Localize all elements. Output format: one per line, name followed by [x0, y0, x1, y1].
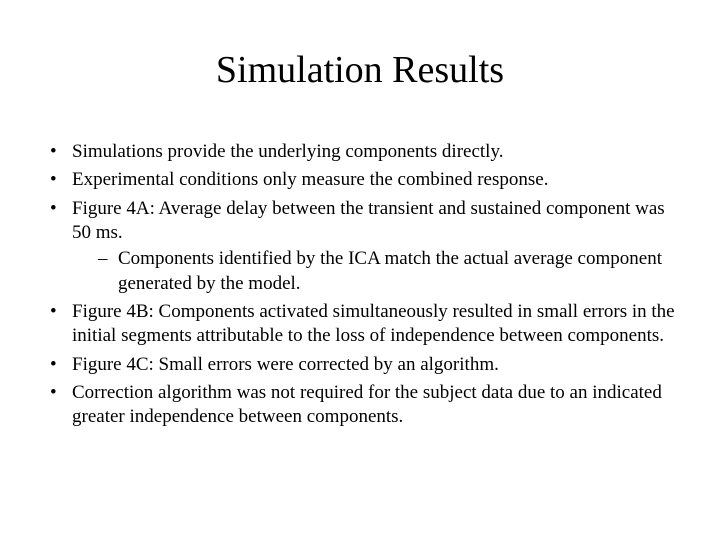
bullet-text: Experimental conditions only measure the…	[72, 169, 548, 190]
list-item: Figure 4B: Components activated simultan…	[48, 300, 680, 349]
bullet-text: Correction algorithm was not required fo…	[72, 382, 662, 427]
bullet-text: Simulations provide the underlying compo…	[72, 141, 503, 162]
bullet-text: Components identified by the ICA match t…	[118, 248, 662, 293]
list-item: Correction algorithm was not required fo…	[48, 381, 680, 430]
bullet-text: Figure 4A: Average delay between the tra…	[72, 198, 665, 243]
bullet-list: Simulations provide the underlying compo…	[30, 140, 690, 429]
slide: Simulation Results Simulations provide t…	[0, 0, 720, 540]
list-item: Simulations provide the underlying compo…	[48, 140, 680, 164]
list-item: Components identified by the ICA match t…	[98, 247, 680, 296]
sub-bullet-list: Components identified by the ICA match t…	[72, 247, 680, 296]
bullet-text: Figure 4B: Components activated simultan…	[72, 301, 675, 346]
list-item: Experimental conditions only measure the…	[48, 168, 680, 192]
list-item: Figure 4A: Average delay between the tra…	[48, 197, 680, 296]
bullet-text: Figure 4C: Small errors were corrected b…	[72, 354, 499, 375]
list-item: Figure 4C: Small errors were corrected b…	[48, 353, 680, 377]
slide-title: Simulation Results	[30, 48, 690, 92]
